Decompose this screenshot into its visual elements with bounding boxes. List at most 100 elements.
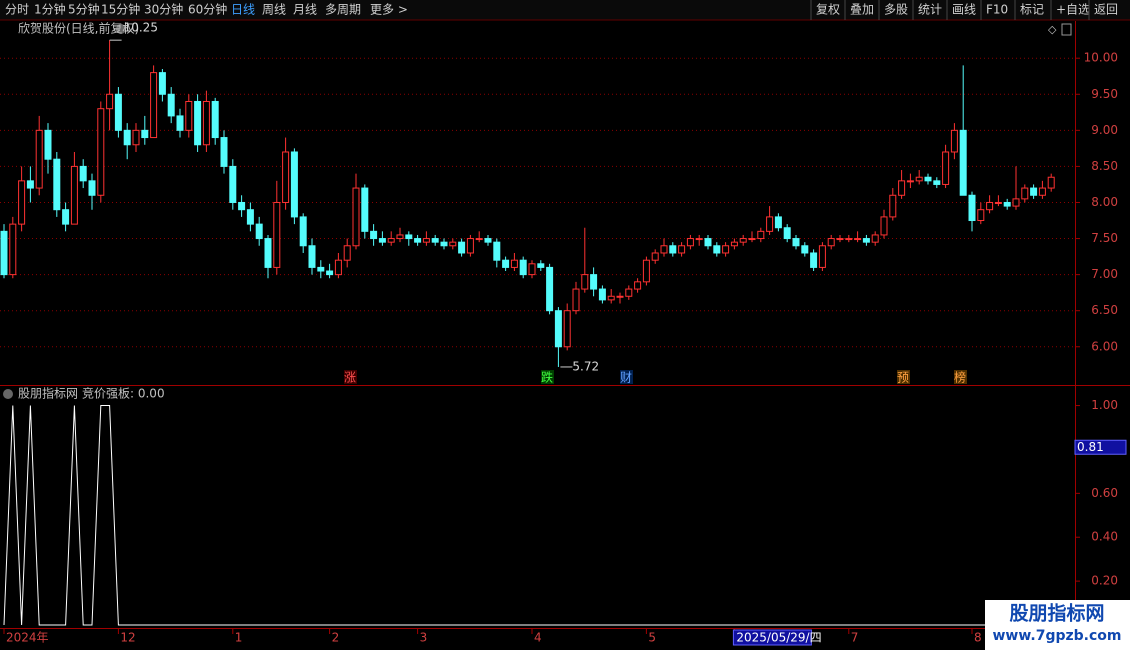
- candle-body: [924, 176, 932, 182]
- candle-body: [783, 227, 791, 240]
- candle-body: [167, 93, 175, 117]
- candle-body: [9, 223, 17, 276]
- period-tab[interactable]: 5分钟: [68, 2, 100, 17]
- period-tab[interactable]: 周线: [262, 3, 286, 17]
- candle-body: [730, 241, 738, 247]
- event-marker-bg: [620, 370, 633, 384]
- candle-body: [977, 209, 985, 222]
- event-marker: 跌: [541, 370, 553, 385]
- period-tab[interactable]: 60分钟: [188, 2, 227, 17]
- candle-body: [1003, 201, 1011, 207]
- candle-body: [898, 180, 906, 196]
- candle-body: [616, 295, 624, 298]
- candle-body: [449, 241, 457, 247]
- candle-body: [211, 100, 219, 139]
- y-tick-label: 0.40: [1091, 530, 1118, 544]
- period-tab[interactable]: 分时: [5, 3, 29, 17]
- candle-body: [370, 230, 378, 240]
- watermark-box: [985, 600, 1130, 650]
- tool-button[interactable]: 统计: [918, 3, 942, 17]
- candle-body: [581, 274, 589, 290]
- candle-body: [53, 158, 61, 211]
- candle-body: [968, 194, 976, 222]
- candle-body: [387, 238, 395, 243]
- event-marker: 预: [897, 371, 909, 385]
- candle-body: [704, 238, 712, 247]
- candle-body: [264, 238, 272, 268]
- candle-body: [308, 245, 316, 268]
- candle-body: [123, 129, 131, 146]
- candle-body: [493, 241, 501, 261]
- candle-body: [220, 137, 228, 167]
- panel-icon[interactable]: [1061, 23, 1072, 36]
- x-tick-label: 8: [974, 631, 982, 645]
- candle-body: [590, 274, 598, 290]
- x-tick-label: 3: [420, 631, 428, 645]
- event-marker: 榜: [954, 370, 966, 385]
- y-tick-label: 9.00: [1091, 123, 1118, 137]
- tool-button[interactable]: 复权: [816, 3, 840, 17]
- tool-button[interactable]: 叠加: [850, 3, 874, 17]
- candle-body: [669, 245, 677, 254]
- indicator-line: [3, 405, 1052, 626]
- y-tick-label: 7.00: [1091, 267, 1118, 281]
- watermark-title: 股朋指标网: [1009, 603, 1104, 625]
- candle-body: [352, 187, 360, 247]
- candle-body: [396, 234, 404, 240]
- tool-button[interactable]: F10: [986, 3, 1008, 17]
- x-tick-label: 12: [120, 631, 135, 645]
- candle-body: [572, 288, 580, 312]
- toolbar: [0, 0, 1130, 20]
- candle-body: [880, 216, 888, 236]
- period-tab[interactable]: 30分钟: [144, 2, 183, 17]
- candle-body: [18, 180, 26, 225]
- candle-body: [106, 93, 114, 110]
- event-marker-bg: [897, 370, 910, 384]
- candle-body: [642, 259, 650, 283]
- y-tick-label: 6.00: [1091, 339, 1118, 353]
- candle-body: [440, 241, 448, 247]
- candle-body: [114, 93, 122, 131]
- indicator-dropdown[interactable]: [3, 389, 13, 399]
- period-tab[interactable]: 1分钟: [34, 2, 66, 17]
- candle-body: [273, 201, 281, 268]
- candle-body: [519, 259, 527, 276]
- y-tick-label: 1.00: [1091, 398, 1118, 412]
- candle-body: [246, 209, 254, 225]
- title-dropdown[interactable]: [116, 24, 126, 34]
- candle-body: [625, 288, 633, 297]
- candle-body: [194, 100, 202, 146]
- period-tab[interactable]: 月线: [293, 3, 317, 17]
- period-tab[interactable]: 更多 >: [370, 3, 408, 17]
- period-tab[interactable]: 15分钟: [101, 2, 140, 17]
- cursor-value-box: [1074, 439, 1127, 455]
- candle-body: [933, 180, 941, 185]
- candle-body: [862, 238, 870, 243]
- tool-button[interactable]: 返回: [1094, 3, 1118, 17]
- period-tab[interactable]: 多周期: [325, 3, 361, 17]
- candle-body: [0, 230, 8, 276]
- candle-body: [774, 216, 782, 229]
- y-tick-label: 8.50: [1091, 159, 1118, 173]
- y-tick-label: 6.50: [1091, 303, 1118, 317]
- tool-button[interactable]: 多股: [884, 3, 908, 17]
- candle-body: [282, 151, 290, 203]
- candle-body: [959, 129, 967, 196]
- period-tab[interactable]: 日线: [231, 3, 255, 17]
- candle-body: [660, 245, 668, 254]
- candle-body: [62, 209, 70, 225]
- candle-body: [334, 259, 342, 276]
- y-tick-label: 0.20: [1091, 574, 1118, 588]
- tool-button[interactable]: +自选: [1056, 3, 1090, 17]
- candle-body: [176, 115, 184, 131]
- tool-button[interactable]: 画线: [952, 3, 976, 17]
- cursor-value: 0.81: [1077, 440, 1104, 454]
- candle-body: [414, 238, 422, 243]
- candle-body: [695, 238, 703, 241]
- candle-body: [79, 165, 87, 182]
- diamond-icon[interactable]: ◇: [1048, 23, 1057, 36]
- x-tick-label: 5: [648, 631, 656, 645]
- tool-button[interactable]: 标记: [1020, 3, 1044, 17]
- candle-body: [950, 129, 958, 153]
